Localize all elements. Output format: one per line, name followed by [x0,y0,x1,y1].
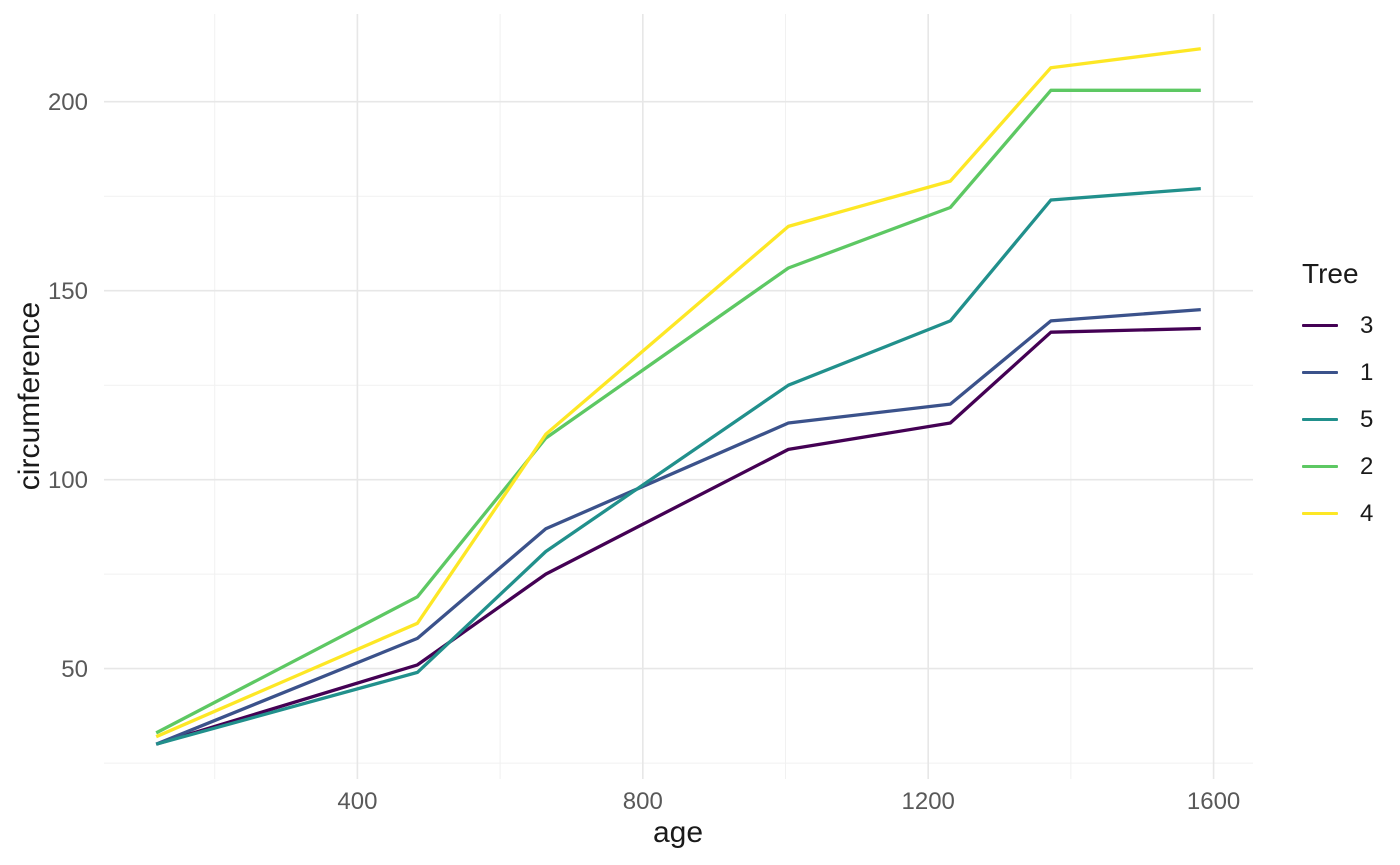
y-tick-label: 100 [48,467,88,494]
legend-item-label: 5 [1360,405,1374,433]
legend: Tree 3 1 5 2 4 [1302,256,1373,537]
x-tick-label: 800 [623,788,663,815]
y-axis-title: circumference [13,302,46,490]
series-line-tree-5 [155,186,1201,746]
x-tick-label: 400 [337,788,377,815]
legend-item-tree-2: 2 [1302,443,1373,490]
legend-items: 3 1 5 2 4 [1302,302,1373,537]
legend-item-tree-1: 1 [1302,349,1373,396]
series-line-tree-3 [155,326,1201,746]
legend-line-swatch [1302,417,1338,422]
legend-item-tree-3: 3 [1302,302,1373,349]
y-tick-label: 50 [61,656,88,683]
legend-line-swatch [1302,511,1338,516]
legend-line-swatch [1302,464,1338,469]
legend-item-tree-5: 5 [1302,396,1373,443]
gridlines-major [104,14,1253,779]
legend-item-label: 4 [1360,499,1374,527]
legend-line-swatch [1302,370,1338,375]
x-tick-labels: 400 800 1200 1600 [337,788,1240,815]
y-tick-label: 200 [48,89,88,116]
legend-item-label: 1 [1360,358,1374,386]
series-lines [155,47,1202,746]
legend-item-label: 3 [1360,311,1374,339]
legend-title: Tree [1302,258,1359,289]
x-axis-title: age [653,816,703,849]
series-line-tree-2 [155,88,1201,735]
legend-item-label: 2 [1360,452,1374,480]
y-tick-label: 150 [48,278,88,305]
legend-line-swatch [1302,323,1338,328]
gridlines-minor [104,14,1253,779]
x-tick-label: 1200 [902,788,955,815]
series-line-tree-4 [155,47,1202,739]
legend-item-tree-4: 4 [1302,490,1373,537]
series-line-tree-1 [155,307,1201,746]
x-tick-label: 1600 [1187,788,1240,815]
y-tick-labels: 50 100 150 200 [48,89,88,683]
